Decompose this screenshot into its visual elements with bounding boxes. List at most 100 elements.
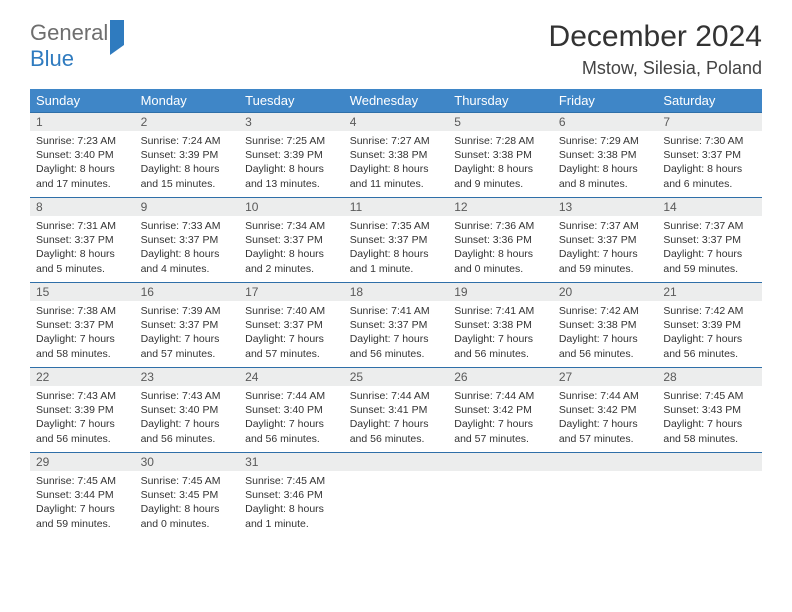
day-number: 17 [239,283,344,301]
day-detail: Sunrise: 7:23 AMSunset: 3:40 PMDaylight:… [30,131,135,191]
location-label: Mstow, Silesia, Poland [549,58,762,79]
daylight-text: Daylight: 8 hours and 2 minutes. [245,247,338,275]
day-number: 8 [30,198,135,216]
calendar-cell: 2Sunrise: 7:24 AMSunset: 3:39 PMDaylight… [135,113,240,198]
daylight-text: Daylight: 7 hours and 57 minutes. [454,417,547,445]
daylight-text: Daylight: 8 hours and 17 minutes. [36,162,129,190]
calendar-week-row: 22Sunrise: 7:43 AMSunset: 3:39 PMDayligh… [30,368,762,453]
day-number: 14 [657,198,762,216]
sunrise-text: Sunrise: 7:34 AM [245,219,338,233]
sunrise-text: Sunrise: 7:44 AM [559,389,652,403]
daylight-text: Daylight: 7 hours and 58 minutes. [36,332,129,360]
sunset-text: Sunset: 3:39 PM [141,148,234,162]
daylight-text: Daylight: 7 hours and 56 minutes. [245,417,338,445]
calendar-cell: 19Sunrise: 7:41 AMSunset: 3:38 PMDayligh… [448,283,553,368]
day-number: 16 [135,283,240,301]
sunset-text: Sunset: 3:46 PM [245,488,338,502]
daylight-text: Daylight: 8 hours and 6 minutes. [663,162,756,190]
sunset-text: Sunset: 3:37 PM [663,148,756,162]
day-number: 24 [239,368,344,386]
sunset-text: Sunset: 3:45 PM [141,488,234,502]
day-number: 20 [553,283,658,301]
sunset-text: Sunset: 3:38 PM [454,318,547,332]
day-number: 5 [448,113,553,131]
day-detail: Sunrise: 7:33 AMSunset: 3:37 PMDaylight:… [135,216,240,276]
logo: General Blue [30,20,124,72]
day-number: 2 [135,113,240,131]
calendar-cell: 18Sunrise: 7:41 AMSunset: 3:37 PMDayligh… [344,283,449,368]
sunrise-text: Sunrise: 7:41 AM [454,304,547,318]
daylight-text: Daylight: 7 hours and 57 minutes. [245,332,338,360]
calendar-cell: 5Sunrise: 7:28 AMSunset: 3:38 PMDaylight… [448,113,553,198]
day-detail: Sunrise: 7:44 AMSunset: 3:41 PMDaylight:… [344,386,449,446]
day-number: 10 [239,198,344,216]
calendar-cell: 27Sunrise: 7:44 AMSunset: 3:42 PMDayligh… [553,368,658,453]
calendar-cell: 17 Sunrise: 7:40 AMSunset: 3:37 PMDayligh… [239,283,344,368]
calendar-cell: 14Sunrise: 7:37 AMSunset: 3:37 PMDayligh… [657,198,762,283]
sunrise-text: Sunrise: 7:36 AM [454,219,547,233]
sunset-text: Sunset: 3:37 PM [245,233,338,247]
calendar-cell: 23Sunrise: 7:43 AMSunset: 3:40 PMDayligh… [135,368,240,453]
sunrise-text: Sunrise: 7:39 AM [141,304,234,318]
sunset-text: Sunset: 3:40 PM [141,403,234,417]
day-header: Thursday [448,89,553,113]
day-detail: Sunrise: 7:35 AMSunset: 3:37 PMDaylight:… [344,216,449,276]
sunrise-text: Sunrise: 7:25 AM [245,134,338,148]
calendar-cell [448,453,553,538]
day-number: 13 [553,198,658,216]
calendar-cell: 8Sunrise: 7:31 AMSunset: 3:37 PMDaylight… [30,198,135,283]
calendar-cell: 24Sunrise: 7:44 AMSunset: 3:40 PMDayligh… [239,368,344,453]
day-detail: Sunrise: 7:41 AMSunset: 3:38 PMDaylight:… [448,301,553,361]
sunset-text: Sunset: 3:37 PM [36,233,129,247]
calendar-cell: 22Sunrise: 7:43 AMSunset: 3:39 PMDayligh… [30,368,135,453]
sunrise-text: Sunrise: 7:44 AM [350,389,443,403]
sunset-text: Sunset: 3:37 PM [245,318,338,332]
sunset-text: Sunset: 3:43 PM [663,403,756,417]
daylight-text: Daylight: 7 hours and 59 minutes. [663,247,756,275]
daylight-text: Daylight: 8 hours and 0 minutes. [141,502,234,530]
day-number: 18 [344,283,449,301]
day-header: Monday [135,89,240,113]
sunset-text: Sunset: 3:37 PM [663,233,756,247]
sunset-text: Sunset: 3:39 PM [36,403,129,417]
day-detail: Sunrise: 7:36 AMSunset: 3:36 PMDaylight:… [448,216,553,276]
day-number: 28 [657,368,762,386]
day-number: 7 [657,113,762,131]
calendar-cell: 31Sunrise: 7:45 AMSunset: 3:46 PMDayligh… [239,453,344,538]
empty-daynum [448,453,553,471]
day-detail: Sunrise: 7:43 AMSunset: 3:40 PMDaylight:… [135,386,240,446]
day-detail: Sunrise: 7:43 AMSunset: 3:39 PMDaylight:… [30,386,135,446]
daylight-text: Daylight: 8 hours and 11 minutes. [350,162,443,190]
sunrise-text: Sunrise: 7:27 AM [350,134,443,148]
sunrise-text: Sunrise: 7:45 AM [141,474,234,488]
daylight-text: Daylight: 7 hours and 59 minutes. [36,502,129,530]
empty-daynum [553,453,658,471]
sunrise-text: Sunrise: 7:40 AM [245,304,338,318]
calendar-cell: 6Sunrise: 7:29 AMSunset: 3:38 PMDaylight… [553,113,658,198]
day-number: 29 [30,453,135,471]
day-number: 27 [553,368,658,386]
sunset-text: Sunset: 3:39 PM [245,148,338,162]
day-detail: Sunrise: 7:42 AMSunset: 3:39 PMDaylight:… [657,301,762,361]
sunset-text: Sunset: 3:40 PM [36,148,129,162]
sunset-text: Sunset: 3:38 PM [559,318,652,332]
sunset-text: Sunset: 3:42 PM [559,403,652,417]
calendar-table: Sunday Monday Tuesday Wednesday Thursday… [30,89,762,537]
day-number: 22 [30,368,135,386]
day-number: 25 [344,368,449,386]
sunset-text: Sunset: 3:37 PM [36,318,129,332]
day-number: 12 [448,198,553,216]
calendar-cell: 4Sunrise: 7:27 AMSunset: 3:38 PMDaylight… [344,113,449,198]
day-detail: Sunrise: 7:41 AMSunset: 3:37 PMDaylight:… [344,301,449,361]
calendar-cell: 25Sunrise: 7:44 AMSunset: 3:41 PMDayligh… [344,368,449,453]
sunset-text: Sunset: 3:37 PM [141,318,234,332]
day-detail: Sunrise: 7:42 AMSunset: 3:38 PMDaylight:… [553,301,658,361]
sunset-text: Sunset: 3:41 PM [350,403,443,417]
day-detail: Sunrise: 7:34 AMSunset: 3:37 PMDaylight:… [239,216,344,276]
calendar-cell: 20Sunrise: 7:42 AMSunset: 3:38 PMDayligh… [553,283,658,368]
day-number: 1 [30,113,135,131]
sunset-text: Sunset: 3:38 PM [454,148,547,162]
calendar-cell: 12Sunrise: 7:36 AMSunset: 3:36 PMDayligh… [448,198,553,283]
day-number: 9 [135,198,240,216]
day-header: Friday [553,89,658,113]
